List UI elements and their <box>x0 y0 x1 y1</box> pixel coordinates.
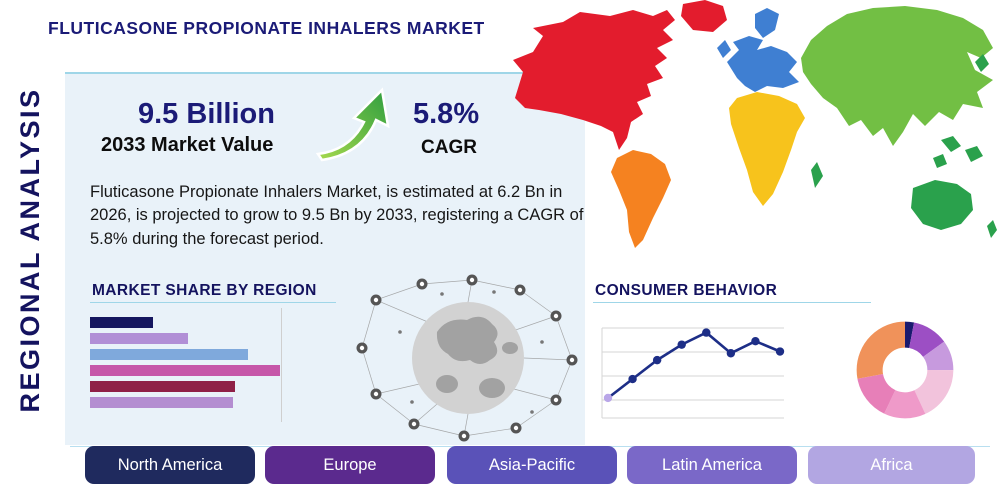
line-marker-3 <box>677 340 686 349</box>
region-button-asia-pacific[interactable]: Asia-Pacific <box>447 446 617 484</box>
bar-segment-5 <box>90 397 233 408</box>
market-value-stat: 9.5 Billion <box>138 98 275 130</box>
island-new-zealand <box>987 220 997 238</box>
growth-arrow-icon <box>312 84 400 162</box>
island-japan <box>975 54 989 72</box>
continent-africa <box>729 92 805 206</box>
line-marker-7 <box>775 347 785 356</box>
market-share-bar-chart <box>90 317 340 419</box>
line-chart-heading-rule <box>593 302 871 303</box>
continent-europe-scandinavia <box>755 8 779 38</box>
islands-southeast-asia-3 <box>933 154 947 168</box>
continent-greenland <box>681 0 727 32</box>
bar-chart-heading: MARKET SHARE BY REGION <box>92 282 317 299</box>
side-label-regional-analysis: REGIONAL ANALYSIS <box>15 87 45 413</box>
islands-southeast-asia-1 <box>941 136 961 152</box>
world-map <box>513 0 997 248</box>
continent-south-america <box>611 150 671 248</box>
line-marker-6 <box>751 337 760 346</box>
bar-segment-0 <box>90 317 153 328</box>
region-button-north-america[interactable]: North America <box>85 446 255 484</box>
continent-europe-uk <box>717 40 731 58</box>
region-button-europe[interactable]: Europe <box>265 446 435 484</box>
line-marker-2 <box>652 355 662 365</box>
consumer-behavior-line-chart <box>598 310 788 422</box>
continent-north-america <box>513 10 675 150</box>
donut-slice-6 <box>856 321 954 419</box>
bar-segment-4 <box>90 381 235 392</box>
line-marker-1 <box>628 374 637 384</box>
continent-asia <box>801 6 993 146</box>
island-madagascar <box>811 162 823 188</box>
bar-segment-1 <box>90 333 188 344</box>
line-chart-heading: CONSUMER BEHAVIOR <box>595 282 778 299</box>
continent-europe <box>727 36 799 92</box>
line-marker-5 <box>726 349 736 358</box>
bar-segment-3 <box>90 365 280 376</box>
continent-australia <box>911 180 973 230</box>
region-button-latin-america[interactable]: Latin America <box>627 446 797 484</box>
bar-chart-gridline <box>281 308 282 422</box>
cagr-stat: 5.8% <box>413 98 480 130</box>
line-marker-4 <box>702 328 711 337</box>
donut-slice-4 <box>856 321 954 419</box>
islands-southeast-asia-2 <box>965 146 983 162</box>
bar-segment-2 <box>90 349 248 360</box>
donut-slice-2 <box>856 321 954 419</box>
cagr-label: CAGR <box>421 137 477 158</box>
line-marker-0 <box>603 393 613 403</box>
market-description: Fluticasone Propionate Inhalers Market, … <box>90 183 584 248</box>
region-button-africa[interactable]: Africa <box>808 446 975 484</box>
page-title: FLUTICASONE PROPIONATE INHALERS MARKET <box>48 18 485 38</box>
bar-chart-heading-rule <box>90 302 336 303</box>
market-value-label: 2033 Market Value <box>101 134 274 156</box>
regional-share-donut-chart <box>853 318 957 422</box>
globe-network-icon <box>352 272 584 444</box>
